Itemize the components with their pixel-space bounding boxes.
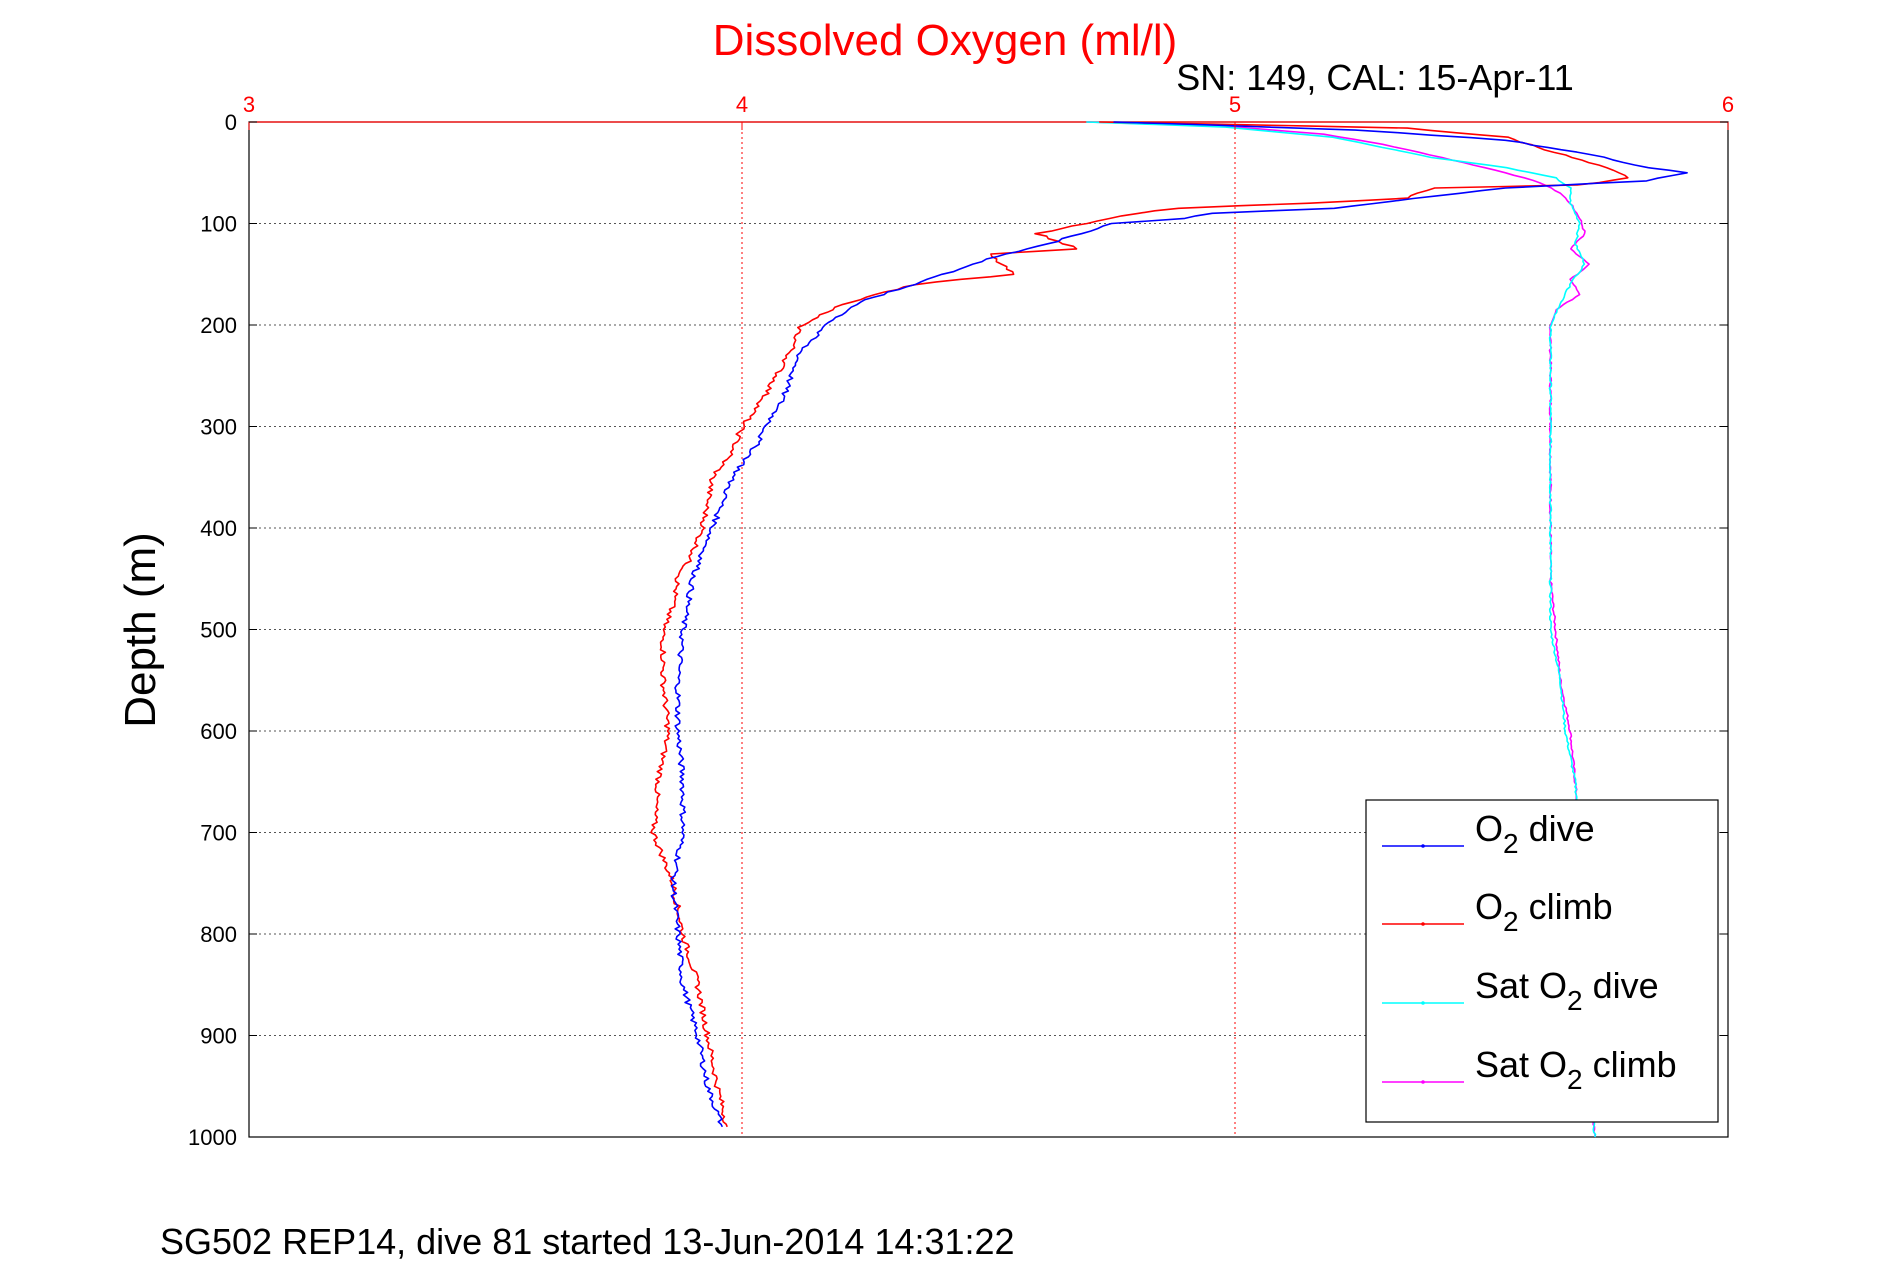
y-tick-label: 0 bbox=[225, 110, 237, 135]
y-tick-label: 700 bbox=[200, 821, 237, 846]
series-line-o2-dive bbox=[670, 121, 1688, 1128]
legend-label: Sat O2 dive bbox=[1475, 965, 1659, 1016]
x-tick-label: 6 bbox=[1722, 92, 1734, 117]
legend-label: O2 dive bbox=[1475, 808, 1595, 859]
y-tick-label: 900 bbox=[200, 1024, 237, 1049]
chart-title: Dissolved Oxygen (ml/l) bbox=[713, 16, 1178, 65]
x-tick-label: 4 bbox=[736, 92, 748, 117]
legend-marker bbox=[1421, 844, 1425, 848]
y-tick-labels: 0 100 200 300 400 500 600 700 800 900 1000 bbox=[188, 110, 1728, 1150]
grid bbox=[249, 122, 1728, 1137]
chart-footer: SG502 REP14, dive 81 started 13-Jun-2014… bbox=[160, 1221, 1015, 1262]
y-axis-label: Depth (m) bbox=[116, 532, 165, 728]
legend-box bbox=[1365, 799, 1719, 1123]
y-tick-label: 500 bbox=[200, 618, 237, 643]
legend-marker bbox=[1421, 1080, 1425, 1084]
y-tick-label: 600 bbox=[200, 719, 237, 744]
legend-marker bbox=[1421, 1001, 1425, 1005]
y-tick-label: 400 bbox=[200, 516, 237, 541]
x-tick-label: 3 bbox=[243, 92, 255, 117]
legend: O2 dive O2 climb Sat O2 dive Sat O2 climb bbox=[1365, 799, 1719, 1123]
y-tick-label: 300 bbox=[200, 415, 237, 440]
x-tick-labels: 3 4 5 6 bbox=[243, 92, 1734, 130]
y-tick-label: 1000 bbox=[188, 1125, 237, 1150]
legend-label: O2 climb bbox=[1475, 886, 1613, 937]
x-tick-label: 5 bbox=[1229, 92, 1241, 117]
y-tick-label: 100 bbox=[200, 212, 237, 237]
legend-label: Sat O2 climb bbox=[1475, 1044, 1677, 1095]
series-line-o2-climb bbox=[650, 121, 1629, 1128]
legend-marker bbox=[1421, 922, 1425, 926]
y-tick-label: 200 bbox=[200, 313, 237, 338]
y-tick-label: 800 bbox=[200, 922, 237, 947]
chart-subtitle: SN: 149, CAL: 15-Apr-11 bbox=[1176, 57, 1574, 98]
